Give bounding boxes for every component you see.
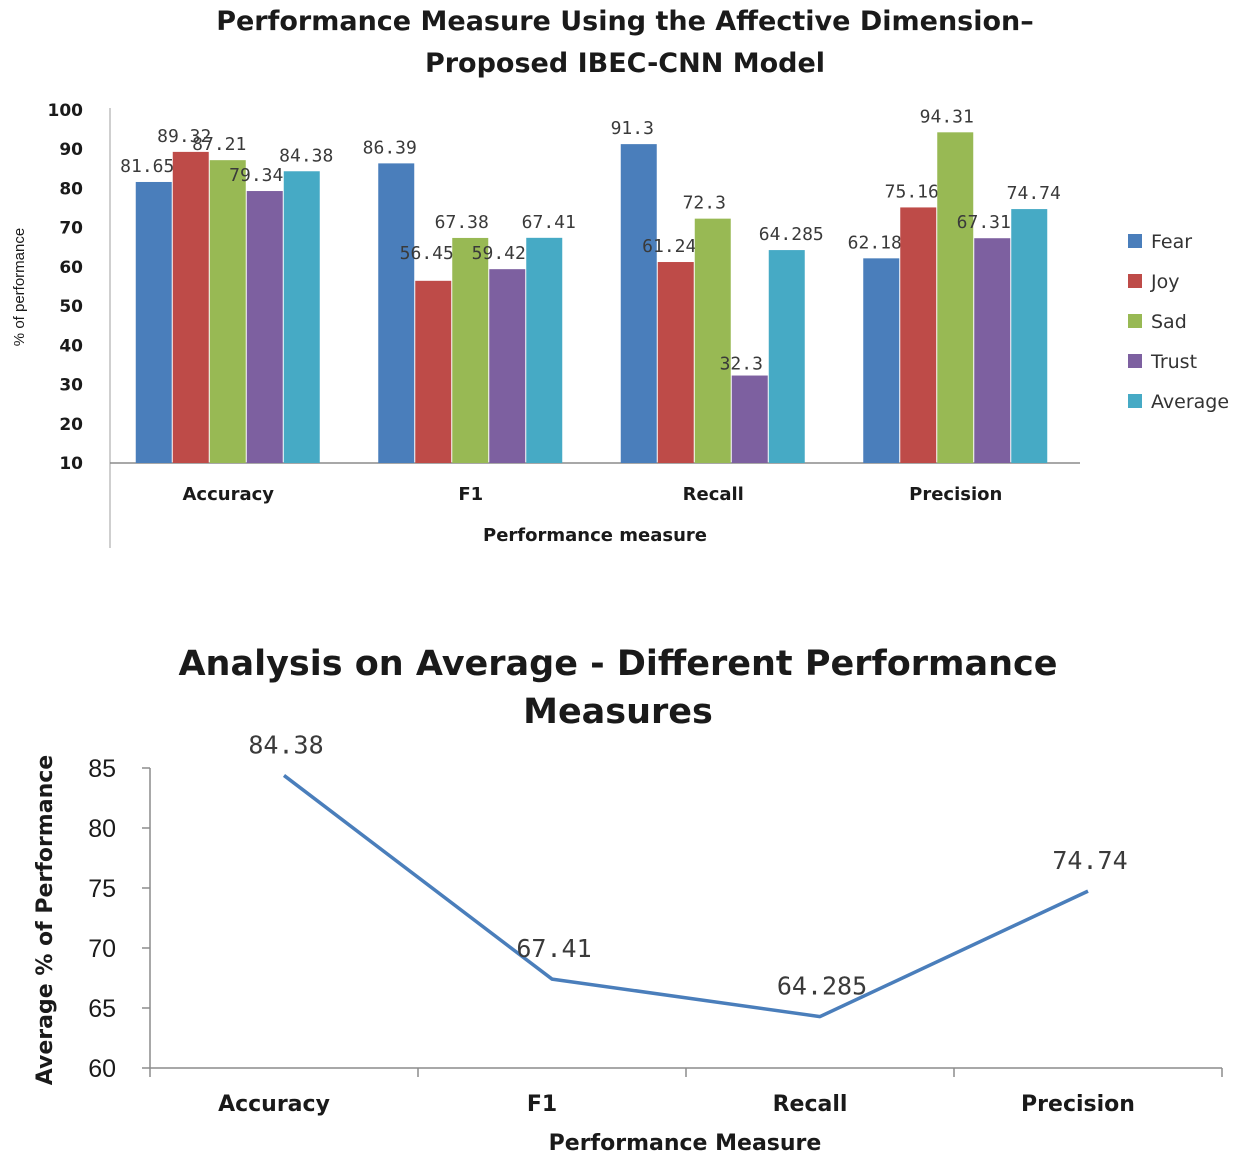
line-chart-title-line1: Analysis on Average - Different Performa… <box>178 644 1057 684</box>
line-chart-x-axis-label: Performance Measure <box>549 1131 822 1156</box>
bar-joy-accuracy <box>172 151 209 463</box>
legend-swatch-fear <box>1128 234 1142 248</box>
line-series-average <box>282 774 1089 1019</box>
bar-trust-precision <box>974 238 1011 463</box>
bar-chart: Performance Measure Using the Affective … <box>11 6 1229 548</box>
line-x-tick-label: F1 <box>527 1092 557 1117</box>
bar-trust-f1 <box>489 269 526 463</box>
line-data-label: 74.74 <box>1052 846 1127 875</box>
line-y-tick-label: 60 <box>88 1055 116 1083</box>
line-y-tick-label: 75 <box>88 875 116 903</box>
bar-data-label: 72.3 <box>683 193 726 214</box>
bar-data-label: 74.74 <box>1007 183 1061 204</box>
bar-y-tick-label: 20 <box>59 415 83 435</box>
bar-sad-precision <box>937 132 974 463</box>
bar-y-tick-label: 10 <box>59 454 83 474</box>
bar-y-tick-label: 30 <box>59 376 83 396</box>
bar-data-label: 62.18 <box>848 232 902 253</box>
line-x-tick-label: Accuracy <box>218 1092 330 1117</box>
bar-chart-x-axis-label: Performance measure <box>483 525 707 546</box>
line-y-tick-label: 70 <box>88 935 116 963</box>
bar-x-tick-label: Recall <box>683 484 744 505</box>
line-y-tick-label: 85 <box>88 755 116 783</box>
bar-joy-recall <box>657 262 694 463</box>
bar-data-label: 87.21 <box>192 134 246 155</box>
bar-data-label: 56.45 <box>400 243 454 264</box>
bar-fear-precision <box>863 258 900 463</box>
bar-y-tick-label: 80 <box>59 179 83 199</box>
bar-data-label: 59.42 <box>472 243 526 264</box>
bar-average-precision <box>1011 209 1048 463</box>
bar-average-recall <box>768 250 805 463</box>
bar-data-label: 86.39 <box>363 137 417 158</box>
bar-fear-f1 <box>378 163 415 463</box>
bar-y-tick-label: 60 <box>59 258 83 278</box>
legend-swatch-trust <box>1128 354 1142 368</box>
bar-joy-precision <box>900 207 937 463</box>
bar-trust-recall <box>731 375 768 463</box>
legend-swatch-average <box>1128 394 1142 408</box>
legend-label-trust: Trust <box>1150 351 1197 373</box>
line-y-tick-label: 80 <box>88 815 116 843</box>
bar-fear-recall <box>620 144 657 463</box>
bar-data-label: 79.34 <box>229 165 283 186</box>
bar-data-label: 75.16 <box>885 181 939 202</box>
line-chart-title-line2: Measures <box>523 692 713 732</box>
legend-swatch-joy <box>1128 274 1142 288</box>
bar-sad-recall <box>694 218 731 463</box>
bar-y-tick-label: 40 <box>59 336 83 356</box>
bar-sad-accuracy <box>209 160 246 463</box>
legend-label-average: Average <box>1151 391 1229 413</box>
bar-x-tick-label: Accuracy <box>182 484 274 505</box>
bar-joy-f1 <box>415 280 452 463</box>
bar-data-label: 67.31 <box>957 212 1011 233</box>
bar-data-label: 84.38 <box>279 145 333 166</box>
line-x-tick-label: Precision <box>1021 1092 1135 1117</box>
bar-sad-f1 <box>452 237 489 463</box>
bar-x-tick-label: F1 <box>458 484 483 505</box>
line-y-tick-label: 65 <box>88 995 116 1023</box>
bar-data-label: 67.38 <box>435 212 489 233</box>
bar-data-label: 89.32 <box>157 126 211 147</box>
bar-y-tick-label: 100 <box>48 101 84 121</box>
line-x-tick-label: Recall <box>773 1092 848 1117</box>
line-data-label: 67.41 <box>516 934 591 963</box>
bar-data-label: 64.285 <box>759 224 824 245</box>
legend-swatch-sad <box>1128 314 1142 328</box>
legend-label-joy: Joy <box>1150 271 1179 293</box>
line-data-label: 64.285 <box>777 972 867 1001</box>
legend-label-fear: Fear <box>1151 231 1192 253</box>
line-chart-y-axis-label: Average % of Performance <box>33 755 58 1085</box>
line-chart: Analysis on Average - Different Performa… <box>33 644 1223 1156</box>
bar-data-label: 32.3 <box>720 354 763 375</box>
bar-y-tick-label: 50 <box>59 297 83 317</box>
bar-chart-title-line1: Performance Measure Using the Affective … <box>216 6 1034 37</box>
line-data-label: 84.38 <box>248 730 323 759</box>
bar-average-accuracy <box>283 171 320 463</box>
bar-fear-accuracy <box>135 181 172 463</box>
bar-data-label: 94.31 <box>920 106 974 127</box>
bar-y-tick-label: 90 <box>59 140 83 160</box>
bar-chart-y-axis-label: % of performance <box>11 228 28 346</box>
bar-data-label: 91.3 <box>611 118 654 139</box>
legend-label-sad: Sad <box>1151 311 1187 333</box>
bar-data-label: 81.65 <box>120 156 174 177</box>
bar-y-tick-label: 70 <box>59 219 83 239</box>
bar-average-f1 <box>526 237 563 463</box>
bar-x-tick-label: Precision <box>909 484 1002 505</box>
bar-data-label: 61.24 <box>642 236 696 257</box>
bar-trust-accuracy <box>246 191 283 463</box>
bar-data-label: 67.41 <box>522 212 576 233</box>
bar-chart-title-line2: Proposed IBEC-CNN Model <box>425 48 825 79</box>
